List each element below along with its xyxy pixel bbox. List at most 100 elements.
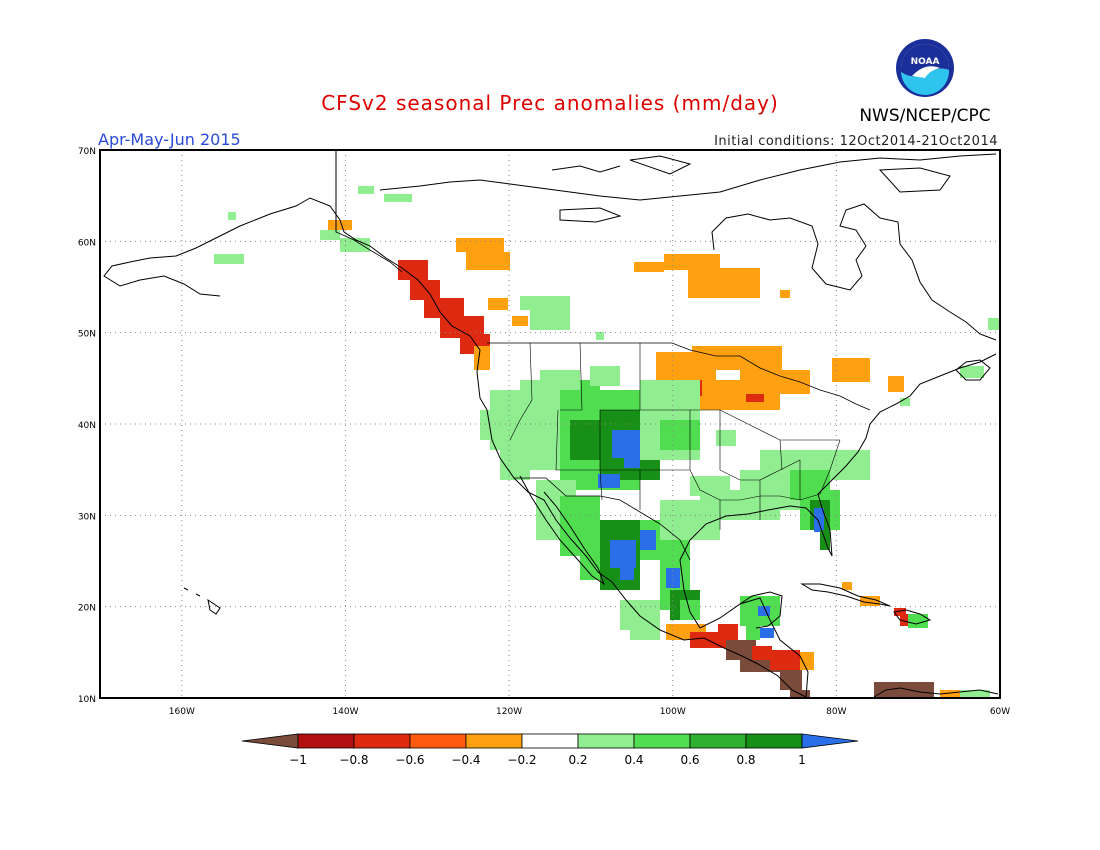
legend-label: −1 xyxy=(289,753,307,767)
map-frame xyxy=(99,149,1001,699)
legend-swatch xyxy=(409,733,467,749)
state-borders xyxy=(509,342,841,530)
legend-label: 0.4 xyxy=(624,753,643,767)
anomaly-cell xyxy=(760,628,774,638)
lat-label: 70N xyxy=(78,147,96,157)
lon-label: 60W xyxy=(990,707,1010,717)
anomaly-cell xyxy=(328,220,352,230)
anomaly-cell xyxy=(680,600,700,620)
anomaly-cell xyxy=(580,380,600,410)
lon-label: 80W xyxy=(826,707,846,717)
legend-swatch xyxy=(745,733,803,749)
anomaly-cell xyxy=(456,238,504,252)
anomaly-cell xyxy=(530,310,570,330)
anomaly-cell xyxy=(488,298,508,310)
anomaly-cell xyxy=(960,366,984,378)
anomaly-cell xyxy=(814,508,824,532)
lat-label: 50N xyxy=(78,330,96,340)
legend-swatch xyxy=(465,733,523,749)
lat-label: 20N xyxy=(78,604,96,614)
coastline-hawaii xyxy=(183,587,221,615)
legend-label: −0.2 xyxy=(507,753,536,767)
anomaly-cell xyxy=(610,540,636,568)
legend-arrow-right xyxy=(801,733,859,749)
coastline-cuba xyxy=(800,583,891,607)
anomaly-cell xyxy=(474,346,490,370)
anomaly-cell xyxy=(842,582,852,590)
anomaly-cell xyxy=(716,430,736,446)
coastline-south-america xyxy=(873,687,999,698)
legend-swatch xyxy=(633,733,691,749)
coastline-hudson xyxy=(711,203,997,341)
coastline-newfoundland xyxy=(955,359,991,381)
anomaly-cell xyxy=(780,370,810,394)
anomaly-cell xyxy=(664,254,720,270)
anomaly-cell xyxy=(520,296,570,310)
color-legend: −1 −0.8 −0.6 −0.4 −0.2 0.2 0.4 0.6 0.8 1 xyxy=(241,733,859,767)
legend-label: −0.4 xyxy=(451,753,480,767)
anomaly-cell xyxy=(832,358,870,382)
anomaly-cell xyxy=(940,690,960,698)
coastline-baja xyxy=(519,475,606,586)
legend-swatch xyxy=(521,733,579,749)
agency-label: NWS/NCEP/CPC xyxy=(859,106,990,126)
legend-swatch xyxy=(353,733,411,749)
coastlines xyxy=(103,150,999,698)
coastline-islands xyxy=(551,155,951,223)
lat-label: 10N xyxy=(78,695,96,705)
legend-swatch xyxy=(297,733,355,749)
anomaly-cell xyxy=(660,420,700,450)
map-title: CFSv2 seasonal Prec anomalies (mm/day) xyxy=(321,91,779,115)
lon-label: 160W xyxy=(169,707,195,717)
coastline-pacific xyxy=(343,231,807,698)
anomaly-cell xyxy=(228,212,236,220)
anomaly-cell xyxy=(900,398,910,406)
anomaly-cell xyxy=(874,682,934,698)
anomaly-cell xyxy=(480,410,510,440)
gridlines xyxy=(100,150,1000,698)
coastline-yucatan xyxy=(739,591,783,629)
legend-arrow-left xyxy=(241,733,299,749)
anomaly-cell xyxy=(690,476,730,496)
anomaly-cell xyxy=(620,568,634,580)
legend-label: 1 xyxy=(798,753,806,767)
legend-swatch xyxy=(577,733,635,749)
anomaly-cell xyxy=(758,606,770,616)
anomaly-cell xyxy=(770,650,800,670)
anomaly-cell xyxy=(540,370,580,390)
anomaly-cell xyxy=(988,318,1000,330)
anomaly-cell xyxy=(780,670,802,690)
anomaly-cell xyxy=(960,690,990,698)
anomaly-cell xyxy=(320,230,340,240)
lon-label: 140W xyxy=(332,707,358,717)
latitude-labels: 70N 60N 50N 40N 30N 20N 10N xyxy=(78,147,96,705)
noaa-logo-text: NOAA xyxy=(911,57,940,67)
anomaly-cell xyxy=(596,332,604,340)
anomaly-cell xyxy=(598,474,620,488)
anomaly-cell xyxy=(740,356,780,396)
lat-label: 60N xyxy=(78,238,96,248)
lat-label: 40N xyxy=(78,421,96,431)
lon-label: 120W xyxy=(496,707,522,717)
anomaly-cell xyxy=(512,316,528,326)
anomaly-cell xyxy=(358,186,374,194)
longitude-labels: 160W 140W 120W 100W 80W 60W xyxy=(169,707,1010,717)
lat-label: 30N xyxy=(78,512,96,522)
anomaly-cell xyxy=(752,646,772,660)
anomaly-cell xyxy=(630,630,660,640)
anomaly-cell xyxy=(780,290,790,298)
legend-label: 0.8 xyxy=(736,753,755,767)
coastline-gulf xyxy=(679,353,997,698)
anomaly-cell xyxy=(424,298,464,318)
legend-label: −0.8 xyxy=(339,753,368,767)
lon-label: 100W xyxy=(660,707,686,717)
legend-swatch xyxy=(689,733,747,749)
anomaly-cell xyxy=(624,454,640,468)
legend-label: 0.6 xyxy=(680,753,699,767)
noaa-logo: NOAA xyxy=(896,39,954,97)
anomaly-cell xyxy=(800,652,814,670)
legend-label: −0.6 xyxy=(395,753,424,767)
anomaly-cell xyxy=(908,614,928,628)
anomaly-cell xyxy=(612,430,640,458)
anomaly-cell xyxy=(384,194,412,202)
